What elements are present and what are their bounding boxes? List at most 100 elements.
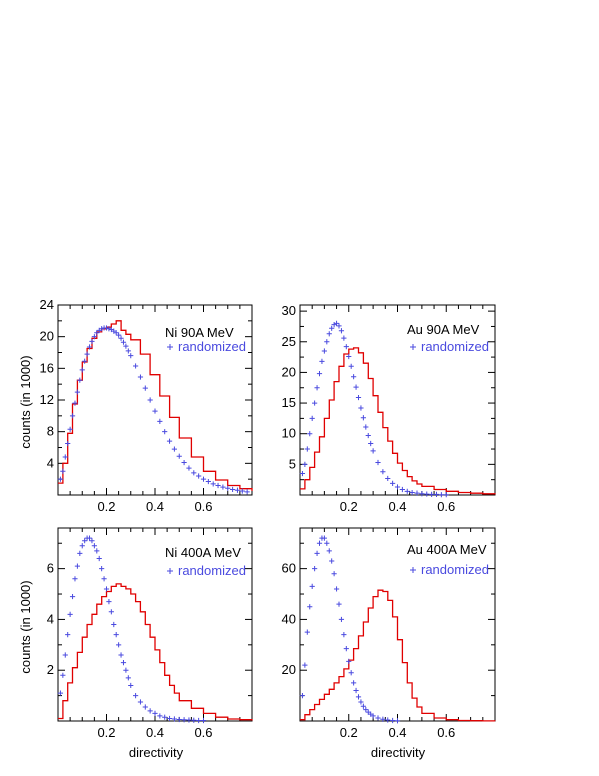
randomized-marker — [82, 538, 88, 544]
randomized-marker — [304, 629, 310, 635]
randomized-marker — [348, 670, 354, 676]
randomized-marker — [103, 586, 110, 592]
x-tick-label: 0.4 — [146, 499, 164, 514]
randomized-marker — [341, 335, 347, 341]
randomized-marker — [394, 718, 401, 724]
x-axis-label: directivity — [129, 745, 184, 760]
randomized-marker — [409, 489, 415, 496]
randomized-marker — [333, 586, 340, 592]
randomized-marker — [324, 540, 330, 546]
randomized-marker — [346, 353, 352, 360]
randomized-marker — [358, 699, 364, 705]
measured-step-line — [300, 347, 496, 495]
randomized-marker — [419, 491, 425, 497]
randomized-marker — [162, 714, 168, 720]
y-tick-label: 60 — [282, 561, 296, 576]
randomized-marker — [385, 475, 391, 482]
x-tick-label: 0.6 — [194, 725, 212, 740]
x-tick-label: 0.4 — [146, 725, 164, 740]
randomized-marker — [166, 715, 173, 722]
randomized-marker — [120, 339, 127, 345]
randomized-marker — [336, 601, 342, 607]
randomized-marker — [404, 488, 410, 494]
randomized-marker — [67, 426, 73, 432]
randomized-marker — [142, 385, 148, 391]
randomized-marker — [314, 385, 320, 391]
x-tick-label: 0.4 — [388, 725, 406, 740]
randomized-marker — [67, 611, 73, 617]
randomized-marker — [106, 599, 112, 605]
randomized-marker — [399, 486, 405, 493]
randomized-marker — [116, 642, 122, 648]
randomized-marker — [128, 682, 134, 689]
randomized-marker — [390, 480, 396, 486]
randomized-marker — [86, 535, 93, 541]
randomized-marker — [321, 535, 327, 541]
randomized-marker — [65, 632, 71, 638]
randomized-marker — [147, 397, 153, 403]
randomized-marker — [329, 325, 335, 331]
randomized-marker — [375, 715, 381, 721]
randomized-marker — [312, 566, 318, 572]
x-tick-label: 0.2 — [97, 725, 115, 740]
randomized-marker — [343, 344, 349, 350]
randomized-marker — [69, 593, 76, 600]
randomized-marker — [99, 326, 105, 332]
randomized-marker — [380, 469, 386, 475]
randomized-marker — [89, 538, 95, 544]
randomized-marker — [186, 717, 192, 723]
randomized-marker — [319, 358, 325, 364]
randomized-marker — [91, 334, 97, 340]
y-tick-label: 4 — [47, 611, 54, 626]
randomized-marker — [363, 706, 369, 713]
randomized-marker — [79, 543, 85, 549]
randomized-marker — [210, 481, 216, 487]
randomized-marker — [196, 717, 202, 724]
y-tick-label: 10 — [282, 426, 296, 441]
randomized-marker — [191, 470, 197, 476]
randomized-marker — [299, 470, 306, 477]
randomized-marker — [385, 717, 391, 723]
randomized-marker — [360, 415, 366, 421]
randomized-marker — [133, 363, 139, 369]
legend-randomized-marker — [167, 568, 173, 574]
randomized-marker — [62, 454, 68, 460]
randomized-marker — [234, 487, 241, 493]
randomized-marker — [171, 716, 177, 722]
randomized-marker — [74, 563, 80, 569]
randomized-marker — [200, 717, 207, 724]
randomized-marker — [72, 400, 78, 406]
randomized-marker — [106, 326, 112, 332]
measured-step-line — [300, 589, 496, 722]
randomized-marker — [365, 432, 371, 439]
randomized-marker — [125, 348, 131, 354]
randomized-marker — [108, 609, 114, 615]
randomized-marker — [62, 652, 68, 658]
y-tick-label: 2 — [47, 662, 54, 677]
randomized-marker — [230, 486, 236, 493]
randomized-marker — [390, 717, 396, 724]
x-tick-label: 0.2 — [97, 499, 115, 514]
randomized-marker — [186, 465, 192, 471]
randomized-marker — [380, 716, 386, 722]
randomized-marker — [157, 418, 163, 424]
panel-title: Ni 400A MeV — [165, 545, 241, 560]
randomized-marker — [96, 555, 102, 562]
randomized-marker — [191, 717, 197, 723]
randomized-marker — [147, 708, 153, 714]
randomized-marker — [433, 491, 440, 497]
y-tick-label: 6 — [47, 561, 54, 576]
randomized-marker — [370, 713, 376, 719]
randomized-marker — [69, 413, 76, 419]
legend-randomized-label: randomized — [421, 339, 489, 354]
legend-randomized-marker — [410, 567, 416, 573]
randomized-marker — [343, 646, 349, 652]
y-tick-label: 20 — [40, 329, 54, 344]
panel-ni-400a: Ni 400A MeV randomized 2 4 6 0.2 0.4 0.6 — [47, 527, 253, 740]
x-tick-label: 0.2 — [340, 725, 358, 740]
randomized-marker — [355, 394, 362, 401]
randomized-marker — [152, 408, 158, 414]
randomized-marker — [302, 662, 308, 668]
randomized-marker — [142, 704, 148, 710]
